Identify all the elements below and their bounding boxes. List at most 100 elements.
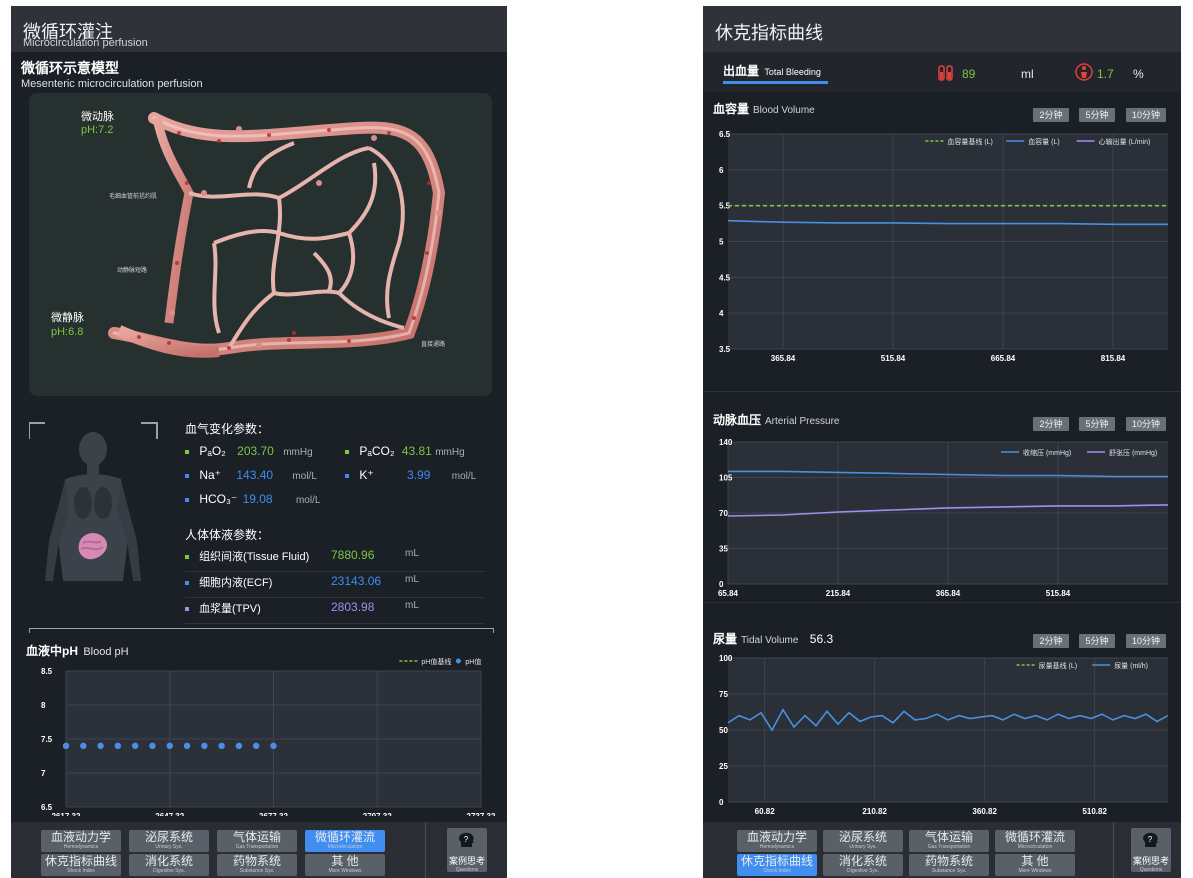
y-tick-label: 50 [719,726,728,735]
fluid-value: 2803.98 [331,600,375,614]
y-tick-label: 0 [719,798,724,807]
x-tick-label: 2647.32 [155,812,184,816]
arterial-pressure-chart: 0 35 70 105 140 65.84 215.84 365.84 515.84 舒张压 (m… [718,438,1169,598]
tidal-volume-chart: 0 25 50 75 100 60.82 210.82 360.82 510.82 尿量 (ml/… [719,654,1169,816]
x-tick-label: 665.84 [991,354,1016,363]
y-tick-label: 4.5 [719,273,731,282]
nav-urinary[interactable]: 泌尿系统 Urinary Sys. [823,830,903,852]
data-point [131,742,139,749]
legend-label: 收缩压 (mmHg) [1023,448,1071,457]
panel-header: 休克指标曲线 [703,6,1181,52]
x-tick-label: 210.82 [862,807,887,816]
legend-label: pH值基线 [421,657,451,666]
nav-sublabel: Shock Index [67,868,95,874]
y-tick-label: 8 [41,701,46,710]
x-tick-label: 65.84 [718,589,739,598]
panel-header: 微循环灌注 Microcirculation perfusion [11,6,507,52]
bleeding-tab[interactable]: 出血量 Total Bleeding [723,62,821,79]
nav-more[interactable]: 其 他 More Windows [995,854,1075,876]
y-tick-label: 5 [719,238,724,247]
nav-microcirculation[interactable]: 微循环灌流 Microcirculation [995,830,1075,852]
nav-digestive[interactable]: 消化系统 Digestive Sys. [129,854,209,876]
nav-hemodynamics[interactable]: 血液动力学 Hemodynamics [41,830,121,852]
k-value: 3.99 [407,468,431,482]
data-point [253,742,260,749]
nav-substance[interactable]: 药物系统 Substance Sys. [217,854,297,876]
section-divider [703,391,1181,392]
ap-10min-button[interactable]: 10分钟 [1126,417,1166,431]
fluid-table: 组织间液(Tissue Fluid) 7880.96 mL 细胞内液(ECF) … [185,548,485,624]
bullet-icon [185,449,189,454]
nav-sublabel: Substance Sys. [239,868,275,874]
panel-title: 微循环灌注 [23,22,113,42]
x-tick-label: 2617.32 [52,812,81,816]
fluid-section-title: 人体体液参数： [185,528,270,542]
gas-row-1: PₐO₂ 203.70 mmHg PₐCO₂ 43.81 mmHg [185,444,485,466]
case-label: 案例思考 [448,856,485,866]
fluid-unit: mL [405,574,419,585]
x-tick-label: 2737.32 [467,812,496,816]
nav-sublabel: Microcirculation [327,844,363,850]
bottom-navigation: 血液动力学 Hemodynamics 泌尿系统 Urinary Sys. 气体运… [703,822,1181,878]
hco3-value: 19.08 [242,492,273,506]
nav-divider [1113,822,1114,878]
gas-row-2: Na⁺ 143.40 mol/L K⁺ 3.99 mol/L [185,468,485,490]
ap-2min-button[interactable]: 2分钟 [1033,417,1069,431]
y-tick-label: 105 [719,474,733,483]
nav-gas-transport[interactable]: 气体运输 Gas Transportation [909,830,989,852]
ph-chart: 6.5 7 7.5 8 8.5 2617.32 2647.32 2677.32 2707.32 2… [41,657,496,816]
bv-time-buttons: 2分钟 5分钟 10分钟 [1033,108,1173,122]
tv-5min-button[interactable]: 5分钟 [1079,634,1115,648]
case-questions-button[interactable]: ? 案例思考 Questions [1131,828,1171,873]
gas-row-3: HCO₃⁻ 19.08 mol/L [185,492,485,514]
nav-sublabel: Hemodynamics [63,844,99,850]
bullet-icon [185,497,189,502]
ph-chart-title-en: Blood pH [83,646,129,658]
series-line [727,504,1169,517]
nav-sublabel: Hemodynamics [759,844,795,850]
ap-5min-button[interactable]: 5分钟 [1079,417,1115,431]
data-point [149,742,156,749]
nav-microcirculation[interactable]: 微循环灌流 Microcirculation [305,830,385,852]
nav-more[interactable]: 其 他 More Windows [305,854,385,876]
nav-urinary[interactable]: 泌尿系统 Urinary Sys. [129,830,209,852]
nav-sublabel: Digestive Sys. [153,868,185,874]
tv-10min-button[interactable]: 10分钟 [1126,634,1166,648]
model-title: 微循环示意模型 [21,60,119,76]
nav-gas-transport[interactable]: 气体运输 Gas Transportation [217,830,297,852]
nav-label: 休克指标曲线 [740,854,813,868]
y-tick-label: 75 [719,690,728,699]
nav-sublabel: Microcirculation [1017,844,1053,850]
bv-5min-button[interactable]: 5分钟 [1079,108,1115,122]
nav-substance[interactable]: 药物系统 Substance Sys. [909,854,989,876]
bleeding-value: 89 [962,67,976,81]
blood-volume-chart: 3.5 4 4.5 5 5.5 6 6.5 365.84 515.84 665.84 815.84 心… [719,130,1168,363]
bleeding-tab-zh: 出血量 [723,64,760,78]
nav-hemodynamics[interactable]: 血液动力学 Hemodynamics [737,830,817,852]
nav-label: 消化系统 [838,854,887,868]
nav-label: 药物系统 [232,854,281,868]
bv-2min-button[interactable]: 2分钟 [1033,108,1069,122]
fluid-row-ecf: 细胞内液(ECF) 23143.06 mL [185,572,485,598]
nav-shock-index[interactable]: 休克指标曲线 Shock Index [41,854,121,876]
tidal-volume-title: 尿量 Tidal Volume 56.3 [713,630,833,647]
bullet-icon [185,581,189,586]
pao2-value: 203.70 [237,444,274,458]
data-point [80,742,87,749]
vessel-network-illustration [108,112,446,358]
body-figure [28,421,159,596]
nav-digestive[interactable]: 消化系统 Digestive Sys. [823,854,903,876]
x-tick-label: 510.82 [1082,807,1107,816]
blood-volume-title: 血容量 Blood Volume [713,100,815,117]
nav-sublabel: More Windows [1018,868,1052,874]
x-tick-label: 815.84 [1101,354,1126,363]
x-tick-label: 515.84 [1046,589,1071,598]
case-questions-button[interactable]: ? 案例思考 Questions [447,828,487,873]
ph-chart-frame [29,628,494,633]
nav-shock-index[interactable]: 休克指标曲线 Shock Index [737,854,817,876]
bv-10min-button[interactable]: 10分钟 [1126,108,1166,122]
series-line [727,219,1168,226]
tv-2min-button[interactable]: 2分钟 [1033,634,1069,648]
nav-sublabel: Gas Transportation [927,844,971,850]
nav-label: 泌尿系统 [144,830,193,844]
